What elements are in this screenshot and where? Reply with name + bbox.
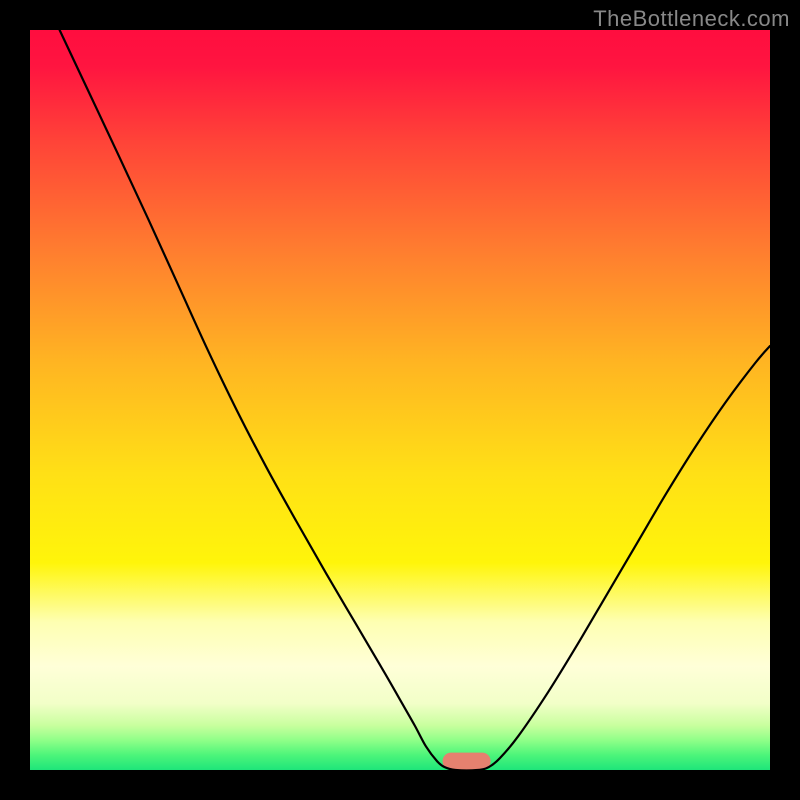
chart-container: TheBottleneck.com [0,0,800,800]
bottleneck-chart [0,0,800,800]
valley-marker [443,753,491,770]
chart-background [30,30,770,770]
watermark-text: TheBottleneck.com [593,6,790,32]
